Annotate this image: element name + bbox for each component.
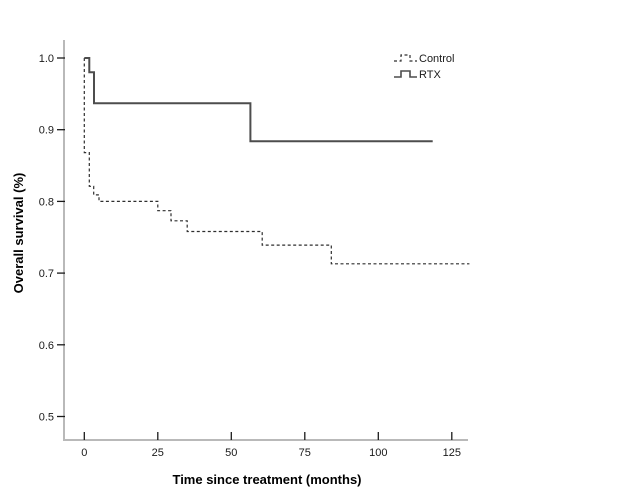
- x-axis: 0 25 50 75 100 125: [81, 432, 461, 459]
- x-tick-label: 100: [369, 447, 387, 459]
- x-tick-label: 25: [152, 447, 164, 459]
- y-tick-label: 0.9: [39, 125, 54, 137]
- control-curve: [83, 58, 470, 265]
- legend-control-line-sample: [394, 54, 417, 62]
- y-axis-title: Overall survival (%): [11, 173, 26, 294]
- y-tick-label: 0.8: [39, 196, 54, 208]
- legend: Control RTX: [394, 53, 454, 81]
- y-tick-label: 0.7: [39, 268, 54, 280]
- survival-curves: [83, 57, 470, 265]
- x-tick-label: 50: [225, 447, 237, 459]
- y-tick-label: 1.0: [39, 53, 54, 65]
- legend-rtx-line-sample: [394, 70, 417, 78]
- y-tick-label: 0.5: [39, 412, 54, 424]
- x-axis-title: Time since treatment (months): [172, 472, 361, 487]
- legend-rtx-label: RTX: [419, 69, 441, 81]
- y-tick-label: 0.6: [39, 340, 54, 352]
- rtx-curve: [84, 57, 433, 143]
- x-tick-label: 0: [81, 447, 87, 459]
- x-tick-label: 75: [299, 447, 311, 459]
- y-axis: 1.0 0.9 0.8 0.7 0.6 0.5: [39, 53, 65, 424]
- x-tick-label: 125: [443, 447, 461, 459]
- legend-control-label: Control: [419, 53, 454, 65]
